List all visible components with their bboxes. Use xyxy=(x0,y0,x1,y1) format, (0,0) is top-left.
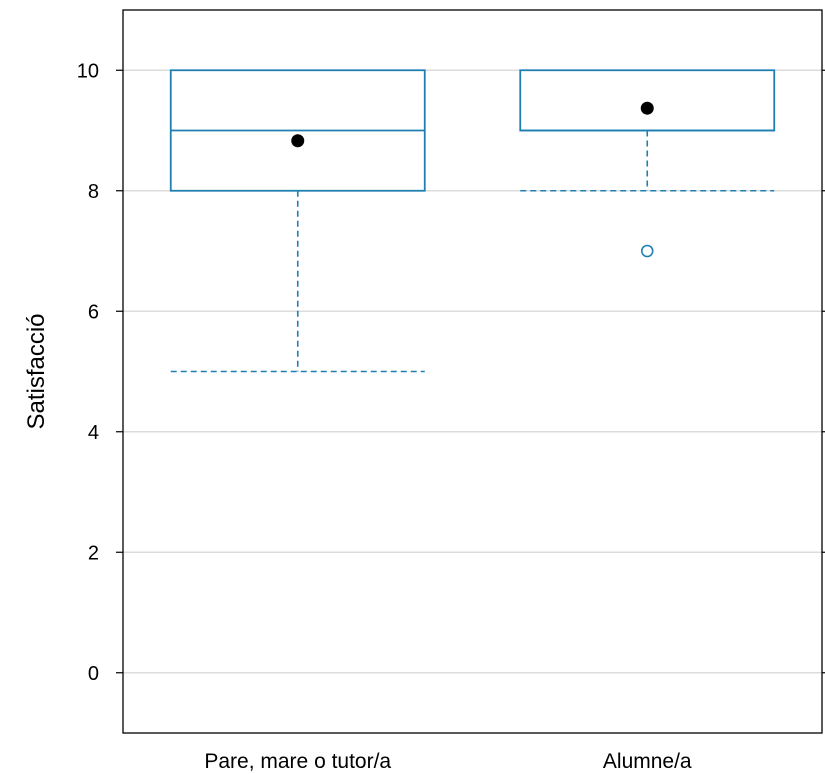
box-group xyxy=(169,69,426,373)
y-tick-label: 4 xyxy=(88,422,99,444)
y-tick-label: 0 xyxy=(88,663,99,685)
grid-lines xyxy=(123,69,822,674)
y-axis: 0 2 4 6 8 10 xyxy=(77,60,825,685)
y-tick-label: 2 xyxy=(88,542,99,564)
box-group xyxy=(519,69,776,258)
mean-point xyxy=(291,134,305,148)
outlier-point xyxy=(640,244,654,258)
y-tick-label: 10 xyxy=(77,60,99,82)
box xyxy=(519,69,776,132)
y-axis-title: Satisfacció xyxy=(23,313,50,429)
x-tick-label: Alumne/a xyxy=(603,750,692,773)
x-tick-label: Pare, mare o tutor/a xyxy=(204,750,391,773)
plot-frame xyxy=(122,9,823,734)
y-tick-label: 6 xyxy=(88,301,99,323)
x-axis: Pare, mare o tutor/a Alumne/a xyxy=(204,750,692,773)
box-layer xyxy=(169,69,776,373)
y-tick-label: 8 xyxy=(88,181,99,203)
mean-point xyxy=(640,101,654,115)
